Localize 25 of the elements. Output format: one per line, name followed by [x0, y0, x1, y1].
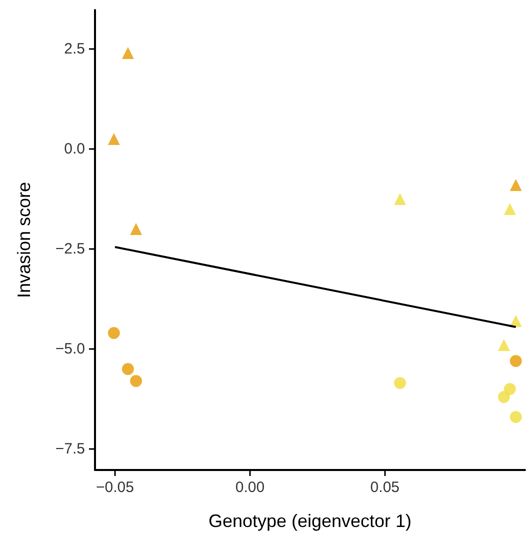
- x-tick-label: 0.00: [235, 479, 265, 496]
- y-tick-label: −7.5: [55, 440, 85, 458]
- point: [394, 377, 406, 389]
- x-axis-title: Genotype (eigenvector 1): [208, 511, 412, 531]
- point: [122, 363, 134, 375]
- y-tick-label: −5.0: [55, 340, 85, 358]
- point: [498, 391, 510, 403]
- point: [130, 375, 142, 387]
- point: [130, 223, 142, 235]
- point: [498, 339, 510, 351]
- point: [510, 355, 522, 367]
- y-tick-label: 2.5: [64, 40, 85, 58]
- x-tick-label: −0.05: [96, 479, 134, 496]
- point: [108, 133, 120, 145]
- y-tick-label: 0.0: [64, 140, 85, 158]
- y-tick-label: −2.5: [55, 240, 85, 258]
- point: [504, 383, 516, 395]
- point: [510, 411, 522, 423]
- point: [504, 203, 516, 215]
- x-tick-label: 0.05: [370, 479, 400, 496]
- point: [510, 179, 522, 191]
- point: [122, 47, 134, 59]
- point: [108, 327, 120, 339]
- point: [394, 193, 406, 205]
- y-axis-title: Invasion score: [14, 182, 34, 298]
